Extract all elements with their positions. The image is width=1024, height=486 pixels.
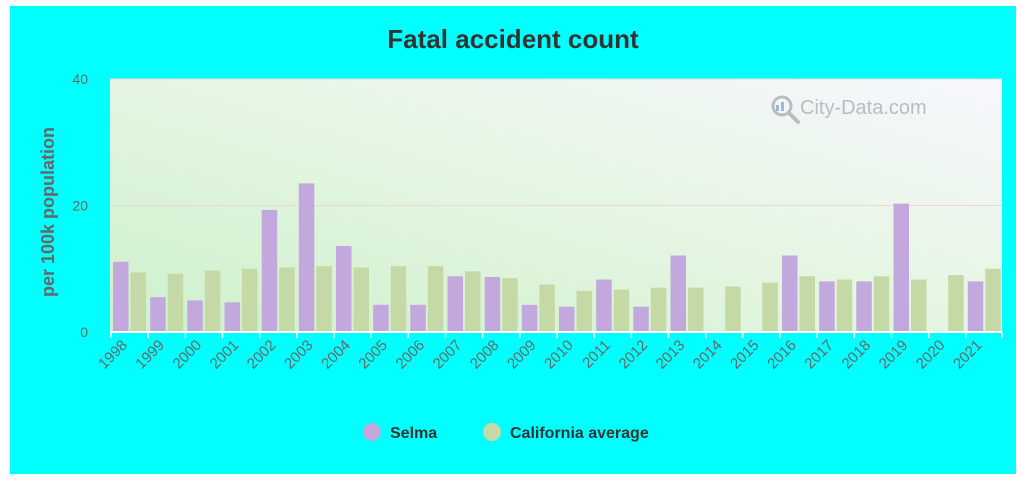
bar-california-average — [836, 279, 853, 332]
x-tick-label: 2019 — [876, 337, 912, 373]
bar-selma — [336, 246, 352, 332]
x-tick-label: 2020 — [913, 337, 949, 373]
bar-selma — [893, 203, 909, 332]
y-tick-label: 20 — [72, 198, 88, 214]
x-tick-label: 2018 — [839, 337, 875, 373]
bar-california-average — [427, 266, 444, 332]
bar-california-average — [985, 268, 1001, 333]
bar-california-average — [873, 276, 890, 332]
bar-california-average — [613, 289, 630, 332]
bar-california-average — [316, 266, 332, 332]
bar-california-average — [539, 284, 555, 332]
bar-selma — [819, 281, 835, 332]
x-tick-label: 2001 — [207, 337, 243, 373]
bar-california-average — [390, 266, 407, 332]
legend-marker — [483, 423, 501, 441]
magnifier-chart-icon — [771, 95, 800, 124]
bar-selma — [150, 297, 166, 332]
bar-california-average — [948, 275, 964, 332]
bar-california-average — [650, 287, 667, 332]
bar-selma — [224, 302, 240, 332]
y-tick-label: 40 — [72, 71, 88, 87]
bar-california-average — [204, 270, 221, 332]
bar-california-average — [353, 267, 369, 332]
x-tick-label: 2010 — [541, 337, 577, 373]
bar-california-average — [130, 272, 146, 332]
bar-selma — [113, 261, 129, 332]
chart-title: Fatal accident count — [387, 24, 639, 54]
x-tick-label: 2014 — [690, 337, 726, 373]
bar-selma — [410, 304, 426, 332]
bar-selma — [298, 183, 315, 332]
legend-label: California average — [510, 425, 649, 442]
bar-selma — [484, 277, 501, 332]
bar-selma — [373, 304, 389, 332]
bar-selma — [856, 281, 872, 332]
x-tick-label: 1998 — [95, 337, 131, 373]
x-tick-label: 2004 — [318, 337, 354, 373]
bars — [113, 183, 1001, 333]
bar-california-average — [576, 290, 592, 332]
bar-selma — [967, 281, 984, 332]
bar-california-average — [725, 286, 741, 332]
bar-selma — [521, 304, 538, 332]
x-tick-label: 2008 — [467, 337, 503, 373]
x-tick-label: 2006 — [393, 337, 429, 373]
bar-california-average — [688, 287, 704, 332]
bar-selma — [559, 306, 575, 332]
bar-california-average — [799, 276, 815, 332]
x-tick-label: 2013 — [653, 337, 689, 373]
bar-selma — [670, 255, 686, 332]
x-tick-label: 1999 — [132, 337, 168, 373]
legend-label: Selma — [390, 425, 437, 442]
legend: Selma California average — [363, 423, 649, 442]
bar-california-average — [911, 279, 927, 332]
x-tick-label: 2009 — [504, 337, 540, 373]
x-tick-label: 2016 — [764, 337, 800, 373]
x-tick-label: 2015 — [727, 337, 763, 373]
legend-marker — [363, 423, 381, 441]
x-tick-label: 2011 — [579, 337, 614, 372]
bar-california-average — [502, 278, 518, 332]
y-axis-label: per 100k population — [38, 127, 58, 297]
y-tick-label: 0 — [80, 324, 88, 340]
bar-california-average — [242, 268, 258, 333]
bar-selma — [782, 255, 798, 332]
x-tick-label: 2021 — [950, 337, 986, 373]
gridlines — [110, 78, 1002, 206]
bar-selma — [596, 279, 612, 332]
x-tick-label: 2000 — [170, 337, 206, 373]
bar-selma — [447, 276, 463, 332]
x-tick-label: 2005 — [355, 337, 391, 373]
bar-selma — [187, 300, 203, 332]
bar-california-average — [465, 271, 481, 332]
bar-selma — [633, 306, 649, 332]
x-tick-label: 2002 — [244, 337, 280, 373]
x-tick-label: 2012 — [616, 337, 652, 373]
x-tick-label: 2017 — [801, 337, 837, 373]
bar-california-average — [762, 282, 778, 332]
x-tick-label: 2007 — [430, 337, 466, 373]
bar-selma — [261, 209, 278, 332]
watermark-text: City-Data.com — [800, 97, 927, 119]
bar-california-average — [279, 267, 295, 332]
chart-panel: Fatal accident count 0 20 40 1998 1999 2000 20… — [10, 6, 1016, 474]
watermark: City-Data.com — [771, 95, 927, 124]
x-tick-label: 2003 — [281, 337, 317, 373]
bar-california-average — [167, 273, 184, 332]
